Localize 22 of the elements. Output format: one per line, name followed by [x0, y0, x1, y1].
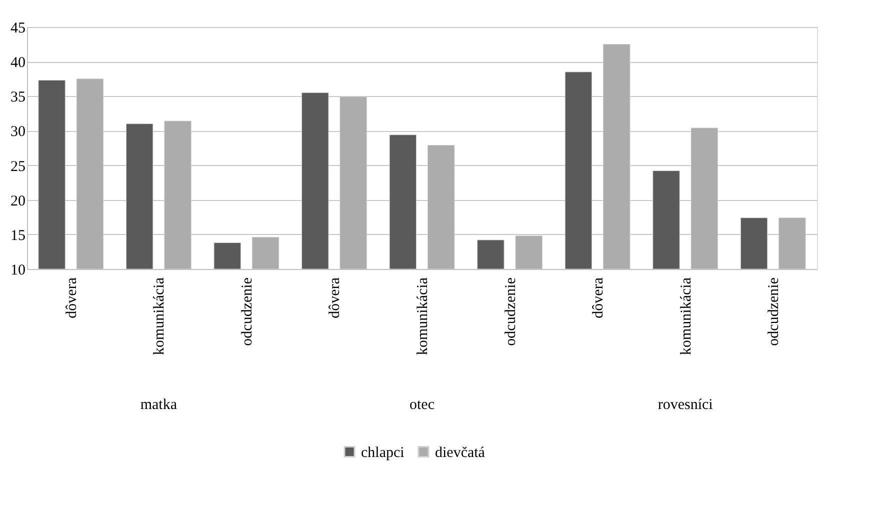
y-tick-label: 25 [10, 158, 26, 175]
text: matka [140, 397, 178, 413]
x-tick-label: odcudzenie [766, 277, 782, 346]
y-tick-label: 45 [10, 20, 26, 36]
text: rovesníci [658, 397, 713, 413]
x-tick-label: dôvera [64, 277, 80, 318]
legend-label: chlapci [361, 444, 404, 461]
legend-label: dievčatá [435, 444, 486, 461]
y-tick-label: 15 [10, 228, 26, 244]
x-tick-label: komunikácia [678, 277, 694, 355]
x-tick-label: dôvera [590, 277, 607, 318]
y-tick-label: 10 [10, 262, 26, 278]
y-tick-label: 40 [10, 55, 26, 72]
y-tick-label: 30 [10, 124, 26, 140]
x-tick-label: komunikácia [152, 277, 168, 355]
y-tick-label: 20 [10, 193, 26, 210]
x-tick-label: dôvera [327, 277, 344, 318]
x-tick-label: odcudzenie [239, 277, 256, 346]
x-tick-label: komunikácia [415, 277, 431, 355]
y-tick-label: 35 [10, 90, 26, 106]
text: otec [410, 397, 435, 413]
x-tick-label: odcudzenie [502, 277, 519, 346]
